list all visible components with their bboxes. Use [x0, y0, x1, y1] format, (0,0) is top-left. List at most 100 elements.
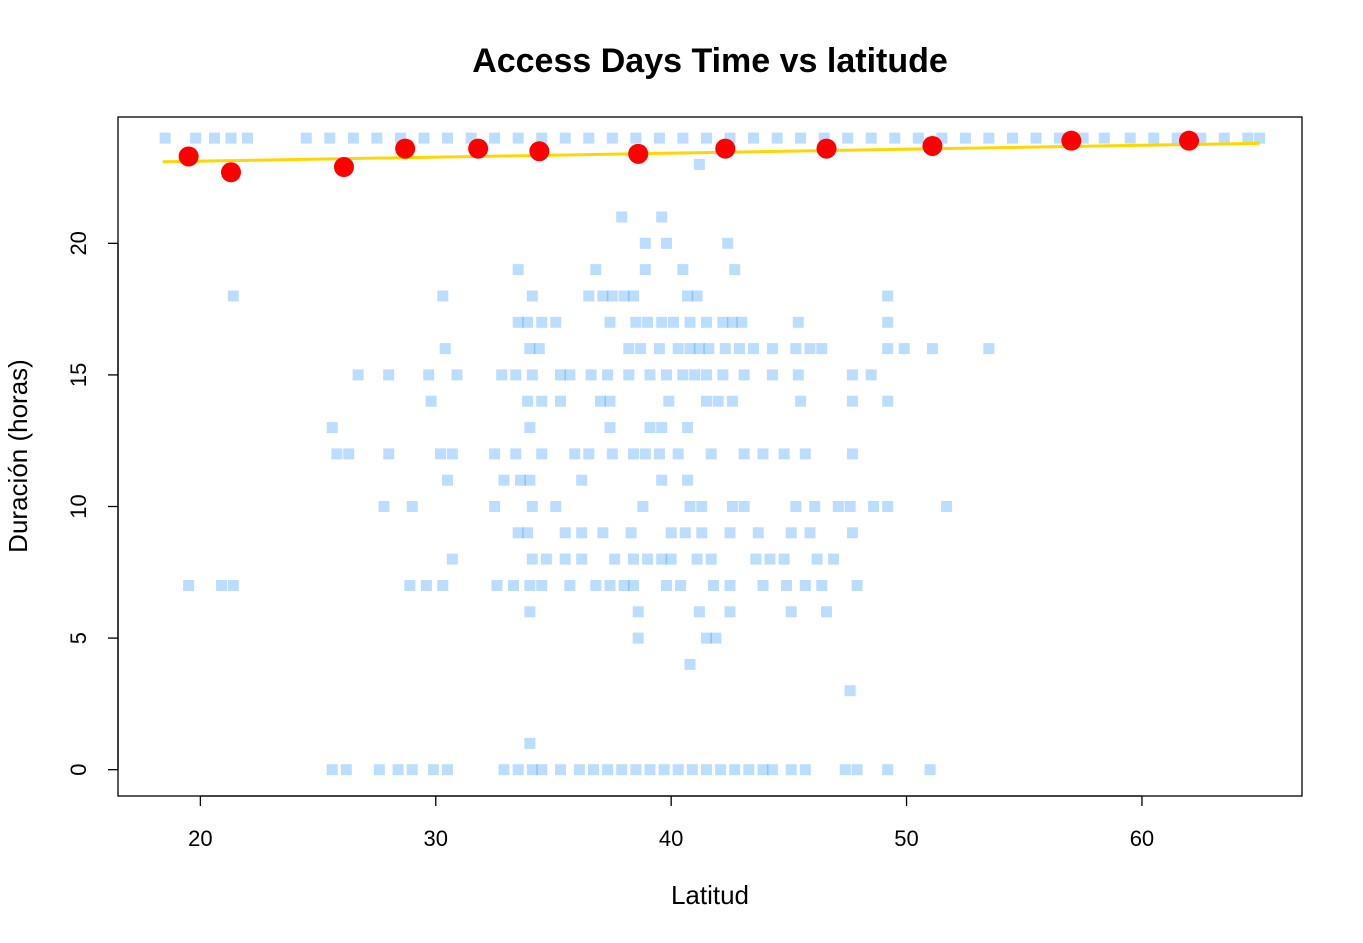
- data-point: [675, 580, 687, 591]
- data-point: [983, 132, 995, 144]
- data-point: [442, 764, 453, 776]
- data-point: [564, 369, 576, 381]
- data-point: [665, 553, 677, 565]
- data-point: [533, 343, 545, 355]
- data-point: [496, 369, 508, 381]
- data-point: [597, 290, 609, 302]
- data-point: [661, 369, 672, 381]
- data-point: [882, 395, 894, 407]
- data-point: [635, 343, 647, 355]
- data-point: [437, 580, 449, 591]
- data-point: [583, 132, 595, 144]
- data-point: [526, 501, 538, 512]
- data-point: [423, 369, 435, 381]
- data-point: [489, 448, 501, 460]
- data-point: [693, 343, 705, 355]
- data-point: [821, 606, 832, 618]
- data-point: [726, 316, 738, 328]
- data-point: [446, 448, 458, 460]
- data-point: [576, 553, 588, 565]
- data-point: [882, 343, 894, 355]
- data-point: [816, 580, 828, 591]
- data-point: [679, 527, 691, 539]
- data-point: [378, 501, 390, 512]
- data-point: [804, 343, 816, 355]
- data-point: [748, 343, 759, 355]
- data-point: [420, 580, 432, 591]
- data-point: [604, 316, 616, 328]
- data-point: [828, 553, 840, 565]
- data-point: [451, 369, 463, 381]
- data-point: [159, 132, 171, 144]
- data-point: [846, 448, 858, 460]
- data-point: [522, 395, 534, 407]
- data-point: [628, 290, 639, 302]
- data-point: [778, 448, 790, 460]
- data-point: [882, 290, 894, 302]
- data-point: [790, 501, 802, 512]
- data-point: [442, 132, 453, 144]
- data-point: [604, 422, 616, 434]
- data-point: [743, 764, 755, 776]
- data-point: [576, 474, 588, 486]
- data-point: [383, 369, 395, 381]
- data-point: [606, 448, 618, 460]
- data-point: [383, 448, 395, 460]
- data-point: [959, 132, 971, 144]
- data-point: [882, 501, 894, 512]
- data-point: [632, 606, 644, 618]
- mean-point: [468, 138, 489, 159]
- data-point: [818, 132, 830, 144]
- data-point: [691, 553, 703, 565]
- data-point: [625, 527, 637, 539]
- data-point: [555, 395, 566, 407]
- data-point: [324, 132, 336, 144]
- x-tick-label: 40: [659, 826, 683, 851]
- data-point: [606, 132, 618, 144]
- data-point: [752, 527, 764, 539]
- data-point: [550, 316, 562, 328]
- data-point: [656, 553, 668, 565]
- data-point: [693, 158, 705, 170]
- data-point: [790, 343, 802, 355]
- data-point: [689, 369, 701, 381]
- data-point: [686, 764, 698, 776]
- data-point: [602, 764, 614, 776]
- mean-point: [628, 143, 649, 164]
- data-point: [406, 764, 418, 776]
- data-point: [536, 316, 548, 328]
- data-point: [804, 527, 816, 539]
- data-point: [912, 132, 924, 144]
- data-point: [684, 501, 696, 512]
- data-point: [510, 448, 522, 460]
- data-point: [682, 290, 694, 302]
- data-point: [639, 264, 651, 276]
- data-point: [842, 132, 854, 144]
- data-point: [225, 132, 237, 144]
- data-point: [526, 290, 538, 302]
- data-point: [724, 580, 736, 591]
- data-point: [630, 132, 642, 144]
- data-point: [644, 369, 656, 381]
- data-point: [844, 685, 856, 697]
- data-point: [778, 553, 790, 565]
- data-point: [846, 369, 858, 381]
- data-point: [1007, 132, 1018, 144]
- data-point: [524, 606, 536, 618]
- y-tick-label: 5: [66, 632, 91, 644]
- y-tick-label: 0: [66, 764, 91, 776]
- data-point: [868, 501, 880, 512]
- data-point: [785, 606, 797, 618]
- y-tick-label: 15: [66, 363, 91, 387]
- data-point: [719, 343, 731, 355]
- data-point: [559, 132, 571, 144]
- data-point: [632, 632, 644, 644]
- mean-point: [178, 146, 199, 167]
- data-point: [642, 553, 654, 565]
- data-point: [644, 422, 656, 434]
- data-point: [536, 764, 548, 776]
- data-point: [665, 527, 677, 539]
- data-point: [691, 290, 703, 302]
- x-tick-label: 30: [424, 826, 448, 851]
